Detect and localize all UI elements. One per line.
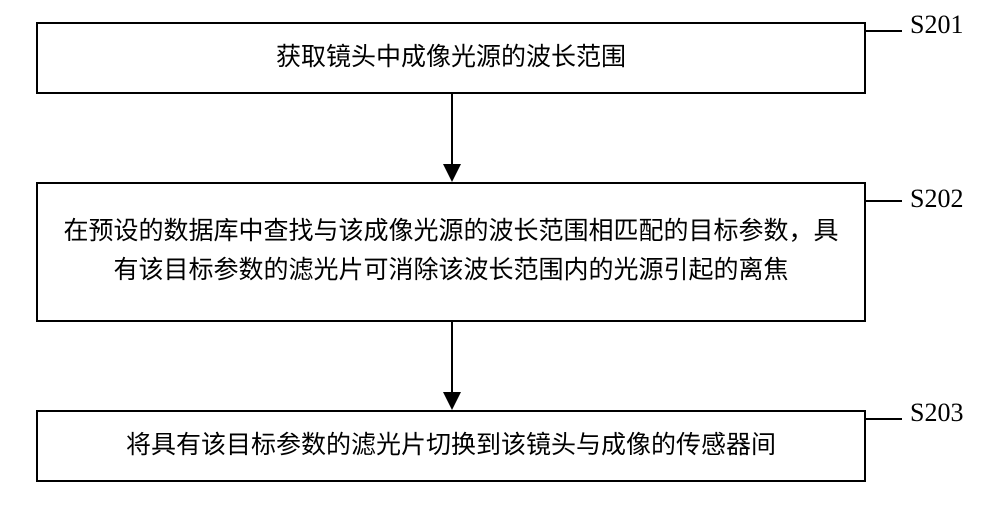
arrow-s201-s202-head [443, 164, 461, 182]
step-s201-box: 获取镜头中成像光源的波长范围 [36, 22, 866, 94]
step-s202-text: 在预设的数据库中查找与该成像光源的波长范围相匹配的目标参数，具有该目标参数的滤光… [54, 213, 848, 291]
arrow-s201-s202-line [451, 94, 453, 164]
step-s203-text: 将具有该目标参数的滤光片切换到该镜头与成像的传感器间 [126, 427, 776, 466]
step-s202-label: S202 [910, 184, 963, 214]
step-s202-callout-tick [866, 200, 902, 202]
step-s203-box: 将具有该目标参数的滤光片切换到该镜头与成像的传感器间 [36, 410, 866, 482]
step-s203-label: S203 [910, 398, 963, 428]
step-s201-label: S201 [910, 10, 963, 40]
step-s201-callout-tick [866, 30, 902, 32]
step-s203-callout-tick [866, 418, 902, 420]
arrow-s202-s203-line [451, 322, 453, 392]
step-s202-box: 在预设的数据库中查找与该成像光源的波长范围相匹配的目标参数，具有该目标参数的滤光… [36, 182, 866, 322]
step-s201-text: 获取镜头中成像光源的波长范围 [276, 39, 626, 78]
flowchart-canvas: 获取镜头中成像光源的波长范围 S201 在预设的数据库中查找与该成像光源的波长范… [0, 0, 1000, 519]
arrow-s202-s203-head [443, 392, 461, 410]
